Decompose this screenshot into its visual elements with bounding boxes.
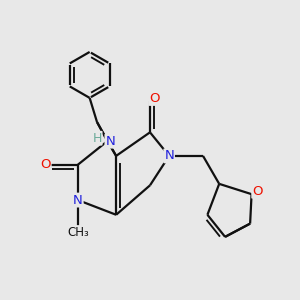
Text: O: O [252,185,263,198]
Text: N: N [164,149,174,162]
Text: N: N [73,194,83,207]
Text: O: O [149,92,160,105]
Text: O: O [40,158,51,171]
Text: H: H [92,132,102,145]
Text: N: N [105,135,115,148]
Text: CH₃: CH₃ [67,226,89,239]
